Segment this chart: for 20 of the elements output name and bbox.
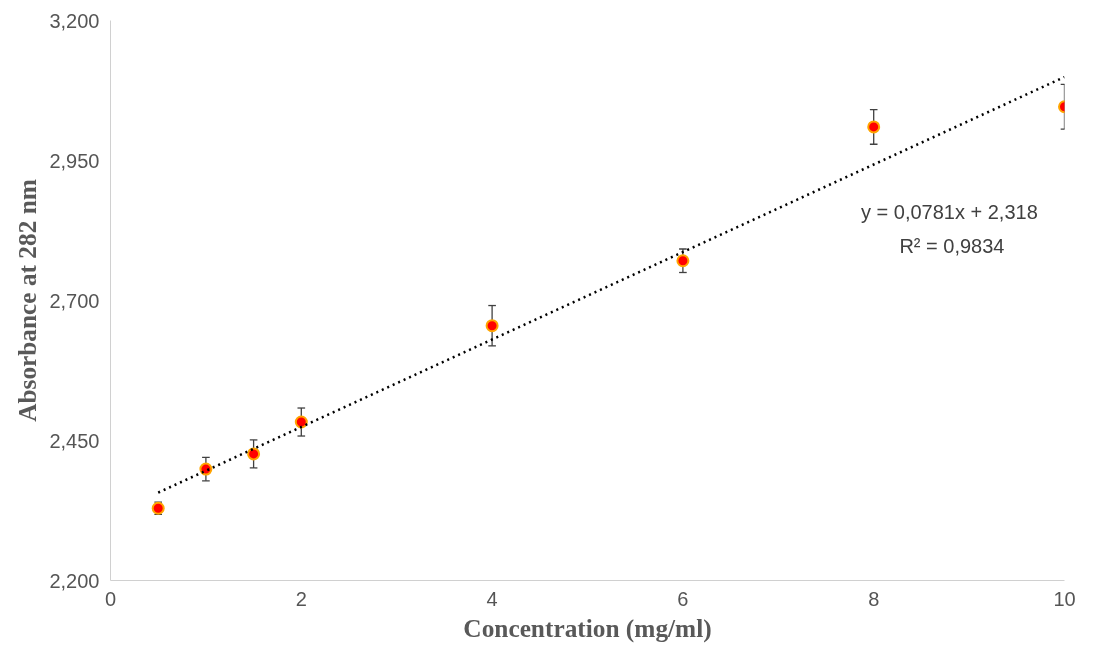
point xyxy=(485,319,499,333)
x-tick-label: 8 xyxy=(868,587,880,610)
y-axis-title: Absorbance at 282 nm xyxy=(13,179,42,422)
x-axis-title: Concentration (mg/ml) xyxy=(463,613,712,643)
x-tick-label: 4 xyxy=(486,587,498,610)
x-tick-label: 6 xyxy=(677,587,689,610)
annotation: R² = 0,9834 xyxy=(899,234,1005,257)
y-tick-label: 2,200 xyxy=(49,569,100,592)
y-tick-label: 2,450 xyxy=(49,429,100,452)
x-tick-label: 0 xyxy=(104,587,117,610)
x-tick-label: 2 xyxy=(295,587,307,610)
point xyxy=(867,120,881,134)
point xyxy=(294,415,308,429)
annotation: y = 0,0781x + 2,318 xyxy=(860,200,1038,223)
y-tick-label: 2,950 xyxy=(49,149,100,172)
point xyxy=(247,447,261,461)
point xyxy=(676,254,690,268)
y-tick-label: 3,200 xyxy=(49,9,100,32)
x-tick-label: 10 xyxy=(1053,587,1076,610)
y-tick-label: 2,700 xyxy=(49,289,100,312)
